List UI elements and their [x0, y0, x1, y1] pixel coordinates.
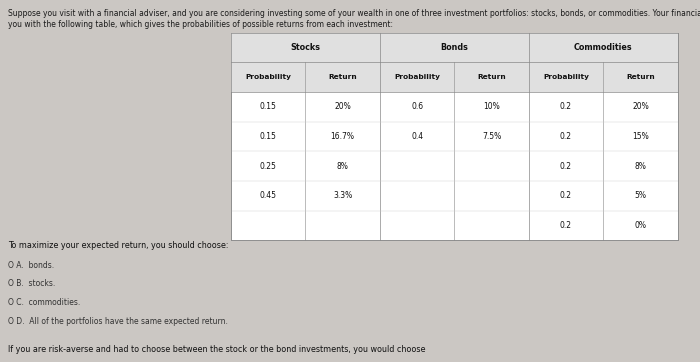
Text: 7.5%: 7.5% — [482, 132, 501, 141]
Text: 3.3%: 3.3% — [333, 191, 352, 200]
Text: Probability: Probability — [394, 74, 440, 80]
Text: To maximize your expected return, you should choose:: To maximize your expected return, you sh… — [8, 241, 229, 250]
Text: If you are risk-averse and had to choose between the stock or the bond investmen: If you are risk-averse and had to choose… — [8, 345, 426, 354]
Text: Stocks: Stocks — [290, 43, 321, 52]
Text: 8%: 8% — [634, 162, 646, 171]
Text: Commodities: Commodities — [574, 43, 633, 52]
Text: O C.  commodities.: O C. commodities. — [8, 298, 81, 307]
Text: O D.  All of the portfolios have the same expected return.: O D. All of the portfolios have the same… — [8, 317, 228, 326]
Text: Return: Return — [626, 74, 655, 80]
Text: 0%: 0% — [634, 221, 646, 230]
Text: 0.6: 0.6 — [411, 102, 423, 111]
Text: 5%: 5% — [634, 191, 646, 200]
Text: 10%: 10% — [483, 102, 500, 111]
Text: Return: Return — [477, 74, 506, 80]
Text: 0.4: 0.4 — [411, 132, 423, 141]
Text: 15%: 15% — [632, 132, 649, 141]
Text: 0.2: 0.2 — [560, 132, 572, 141]
Text: Return: Return — [328, 74, 357, 80]
Text: 0.25: 0.25 — [260, 162, 276, 171]
Text: 20%: 20% — [335, 102, 351, 111]
Text: O A.  bonds.: O A. bonds. — [8, 261, 55, 270]
Text: 0.2: 0.2 — [560, 102, 572, 111]
Text: 20%: 20% — [632, 102, 649, 111]
Text: 0.45: 0.45 — [260, 191, 276, 200]
Text: 8%: 8% — [337, 162, 349, 171]
Text: Suppose you visit with a financial adviser, and you are considering investing so: Suppose you visit with a financial advis… — [8, 9, 700, 18]
Text: O B.  stocks.: O B. stocks. — [8, 279, 56, 289]
Text: Bonds: Bonds — [440, 43, 468, 52]
Text: Probability: Probability — [543, 74, 589, 80]
Text: 16.7%: 16.7% — [330, 132, 355, 141]
Text: 0.2: 0.2 — [560, 162, 572, 171]
Text: 0.15: 0.15 — [260, 132, 276, 141]
Text: 0.2: 0.2 — [560, 191, 572, 200]
Text: you with the following table, which gives the probabilities of possible returns : you with the following table, which give… — [8, 20, 393, 29]
Text: Probability: Probability — [245, 74, 291, 80]
Text: 0.15: 0.15 — [260, 102, 276, 111]
Text: 0.2: 0.2 — [560, 221, 572, 230]
